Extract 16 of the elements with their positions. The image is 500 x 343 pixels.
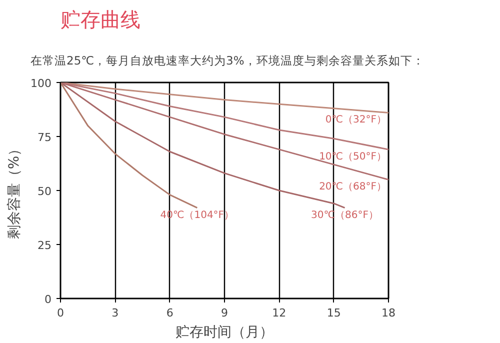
x-tick-label: 12 — [272, 306, 286, 320]
chart-title: 贮存曲线 — [60, 8, 140, 32]
x-tick-label: 15 — [326, 306, 341, 320]
y-tick-label: 0 — [44, 293, 52, 306]
x-axis-title: 贮存时间（月） — [176, 324, 274, 340]
y-tick-label: 75 — [38, 131, 52, 144]
x-tick-label: 9 — [221, 306, 228, 320]
x-tick-label: 0 — [57, 306, 64, 320]
chart-subtitle: 在常温25℃，每月自放电速率大约为3%，环境温度与剩余容量关系如下： — [30, 54, 424, 68]
x-tick-label: 18 — [382, 306, 396, 320]
y-axis-title: 剩余容量（%） — [6, 142, 23, 240]
y-tick-label: 100 — [30, 77, 52, 90]
y-tick-label: 50 — [38, 185, 52, 198]
x-tick-label: 3 — [112, 306, 119, 320]
x-tick-label: 6 — [166, 306, 174, 320]
y-tick-label: 25 — [38, 239, 52, 252]
